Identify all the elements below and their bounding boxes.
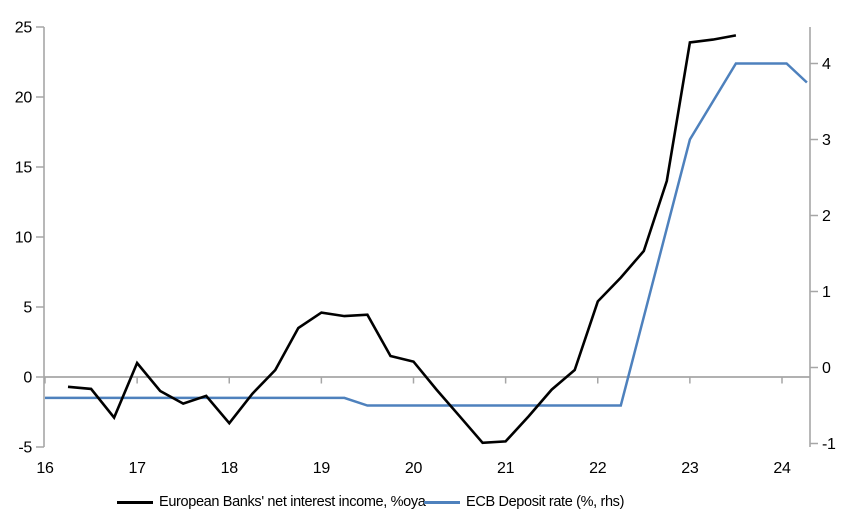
- left-axis: 25 20 15 10 5 0 -5: [15, 20, 45, 457]
- x-axis-tick-label: 20: [405, 460, 423, 477]
- right-axis-tick-label: 1: [822, 284, 831, 301]
- legend: European Banks' net interest income, %oy…: [0, 492, 852, 514]
- x-axis-tick-label: 19: [313, 460, 331, 477]
- ecb-line-swatch: [424, 500, 460, 504]
- x-axis-tick-label: 23: [681, 460, 699, 477]
- right-axis-tick-label: -1: [822, 436, 836, 453]
- x-axis-tick-label: 17: [129, 460, 147, 477]
- x-axis-tick-label: 21: [497, 460, 515, 477]
- legend-label-nii: European Banks' net interest income, %oy…: [159, 494, 426, 510]
- left-axis-tick-label: 20: [15, 90, 33, 107]
- left-axis-tick-label: 25: [15, 20, 33, 37]
- right-axis-tick-label: 3: [822, 132, 831, 149]
- x-axis-tick-label: 18: [221, 460, 239, 477]
- x-axis-tick-label: 16: [36, 460, 54, 477]
- legend-item-nii: European Banks' net interest income, %oy…: [117, 492, 426, 512]
- left-axis-tick-label: 0: [23, 370, 32, 387]
- nii-line: [67, 34, 737, 445]
- legend-item-ecb: ECB Deposit rate (%, rhs): [424, 492, 624, 512]
- x-axis: 16 17 18 19 20 21 22 23 24: [36, 377, 791, 477]
- nii-line-swatch: [117, 500, 153, 504]
- left-axis-tick-label: 10: [15, 230, 33, 247]
- left-axis-tick-label: 15: [15, 160, 33, 177]
- legend-label-ecb: ECB Deposit rate (%, rhs): [466, 494, 625, 510]
- x-axis-tick-label: 24: [773, 460, 791, 477]
- right-axis-tick-label: 0: [822, 360, 831, 377]
- right-axis-tick-label: 4: [822, 56, 831, 73]
- right-axis-tick-label: 2: [822, 208, 831, 225]
- right-axis: 4 3 2 1 0 -1: [809, 27, 836, 453]
- x-axis-tick-label: 22: [589, 460, 607, 477]
- left-axis-tick-label: -5: [18, 440, 32, 457]
- left-axis-tick-label: 5: [23, 300, 32, 317]
- ecb-rate-line: [45, 62, 808, 407]
